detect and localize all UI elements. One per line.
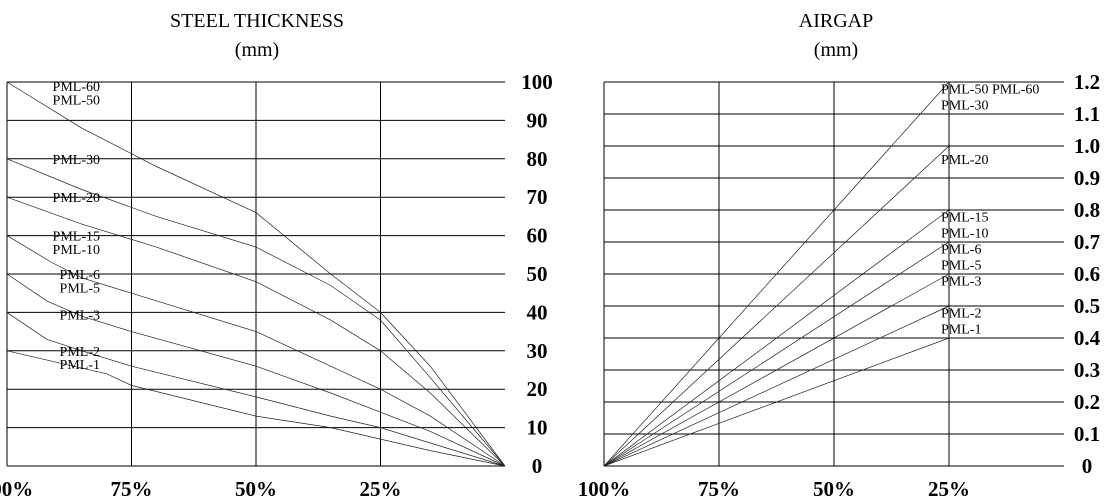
series-line bbox=[6, 350, 506, 467]
series-label: PML-10 bbox=[53, 243, 100, 258]
y-tick-label: 0.5 bbox=[1074, 294, 1100, 318]
series-label: PML-2 bbox=[60, 345, 100, 360]
y-tick-label: 0.8 bbox=[1074, 198, 1100, 222]
series-line bbox=[603, 305, 950, 467]
series-label: PML-3 bbox=[941, 274, 981, 289]
x-tick-label: 75% bbox=[698, 477, 740, 501]
series-label: PML-30 bbox=[53, 153, 100, 168]
series-line bbox=[603, 145, 950, 467]
series-line bbox=[6, 312, 506, 467]
series-line bbox=[6, 273, 506, 467]
series-label: PML-5 bbox=[941, 258, 981, 273]
series-label: PML-2 bbox=[941, 306, 981, 321]
x-tick-label: 25% bbox=[360, 477, 402, 501]
series-line bbox=[603, 337, 950, 467]
x-tick-label: 25% bbox=[928, 477, 970, 501]
y-tick-label: 1.2 bbox=[1074, 70, 1100, 94]
series-label: PML-10 bbox=[941, 226, 988, 241]
y-tick-label: 40 bbox=[527, 300, 548, 324]
series-line bbox=[603, 241, 950, 467]
y-tick-label: 0.9 bbox=[1074, 166, 1100, 190]
chart-subtitle: (mm) bbox=[235, 39, 279, 61]
y-tick-label: 50 bbox=[527, 262, 548, 286]
series-line bbox=[603, 209, 950, 467]
x-tick-label: 50% bbox=[235, 477, 277, 501]
series-label: PML-6 bbox=[941, 242, 981, 257]
series-line bbox=[6, 196, 506, 467]
y-tick-label: 0.7 bbox=[1074, 230, 1100, 254]
x-tick-label: 75% bbox=[111, 477, 153, 501]
y-tick-label: 60 bbox=[527, 224, 548, 248]
series-line bbox=[603, 81, 950, 467]
series-label: PML-1 bbox=[941, 322, 981, 337]
chart-subtitle: (mm) bbox=[814, 39, 858, 61]
x-tick-label: 100% bbox=[578, 477, 631, 501]
airgap-chart: AIRGAP (mm) 0 0.1 0.2 0.3 0.4 0.5 0.6 0.7 0.8 0.9… bbox=[578, 10, 1101, 501]
y-tick-label: 0 bbox=[532, 454, 543, 478]
series-label: PML-1 bbox=[60, 358, 100, 373]
y-tick-label: 10 bbox=[527, 416, 548, 440]
series-line bbox=[6, 235, 506, 467]
y-tick-label: 80 bbox=[527, 147, 548, 171]
x-tick-label: 100% bbox=[0, 477, 33, 501]
series-label: PML-20 bbox=[53, 191, 100, 206]
series-label: PML-60 bbox=[53, 80, 100, 95]
y-tick-label: 0.4 bbox=[1074, 326, 1101, 350]
y-tick-label: 30 bbox=[527, 339, 548, 363]
chart-title: STEEL THICKNESS bbox=[170, 10, 344, 32]
y-tick-label: 90 bbox=[527, 108, 548, 132]
series-label: PML-5 bbox=[60, 281, 100, 296]
series-label: PML-15 bbox=[941, 210, 988, 225]
series-label: PML-30 bbox=[941, 98, 988, 113]
series-label: PML-3 bbox=[60, 308, 100, 323]
series-label: PML-50 PML-60 bbox=[941, 82, 1039, 97]
steel-thickness-chart: STEEL THICKNESS (mm) 0 10 20 30 40 50 60 70 80 90… bbox=[0, 10, 553, 501]
y-tick-label: 20 bbox=[527, 377, 548, 401]
series-line bbox=[603, 273, 950, 467]
series-label: PML-50 bbox=[53, 93, 100, 108]
y-tick-label: 0.6 bbox=[1074, 262, 1100, 286]
y-tick-label: 100 bbox=[521, 70, 553, 94]
x-tick-label: 50% bbox=[813, 477, 855, 501]
y-tick-label: 70 bbox=[527, 185, 548, 209]
y-tick-label: 1.1 bbox=[1074, 102, 1100, 126]
chart-title: AIRGAP bbox=[799, 10, 873, 32]
series-label: PML-6 bbox=[60, 268, 100, 283]
series-line bbox=[6, 158, 506, 467]
series-label: PML-15 bbox=[53, 230, 100, 245]
y-tick-label: 0 bbox=[1082, 454, 1093, 478]
series-line bbox=[6, 81, 506, 467]
y-tick-label: 0.3 bbox=[1074, 358, 1100, 382]
series-label: PML-20 bbox=[941, 153, 988, 168]
y-tick-label: 0.1 bbox=[1074, 422, 1100, 446]
y-tick-label: 1.0 bbox=[1074, 134, 1100, 158]
y-tick-label: 0.2 bbox=[1074, 390, 1100, 414]
